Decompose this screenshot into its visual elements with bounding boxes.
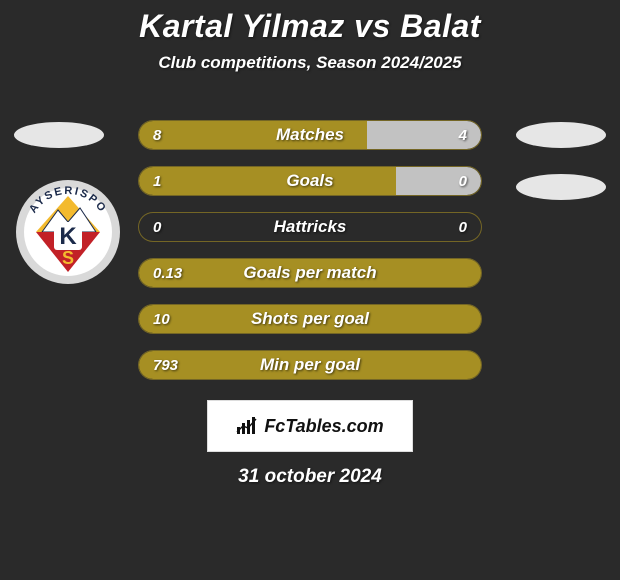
club-right-placeholder-icon [516,174,606,200]
club-left-badge: AYSERISPO K S [14,178,122,286]
svg-text:K: K [59,223,77,250]
stats-container: 8Matches41Goals00Hattricks00.13Goals per… [138,120,482,396]
stat-label: Goals per match [139,259,481,287]
stat-label: Shots per goal [139,305,481,333]
stat-row: 0Hattricks0 [138,212,482,242]
page-title: Kartal Yilmaz vs Balat [0,8,620,45]
stat-row: 1Goals0 [138,166,482,196]
stat-row: 793Min per goal [138,350,482,380]
stat-label: Hattricks [139,213,481,241]
stat-label: Min per goal [139,351,481,379]
stat-row: 8Matches4 [138,120,482,150]
stat-value-right: 0 [459,213,467,241]
stat-row: 10Shots per goal [138,304,482,334]
stat-value-right: 0 [459,167,467,195]
stat-label: Goals [139,167,481,195]
stat-label: Matches [139,121,481,149]
player-left-placeholder-icon [14,122,104,148]
footer-date: 31 october 2024 [0,466,620,488]
page-subtitle: Club competitions, Season 2024/2025 [0,53,620,73]
brand-label: FcTables.com [264,416,383,437]
player-right-placeholder-icon [516,122,606,148]
svg-text:S: S [62,248,74,268]
brand-badge: FcTables.com [207,400,413,452]
stat-row: 0.13Goals per match [138,258,482,288]
brand-chart-icon [236,417,258,435]
stat-value-right: 4 [459,121,467,149]
